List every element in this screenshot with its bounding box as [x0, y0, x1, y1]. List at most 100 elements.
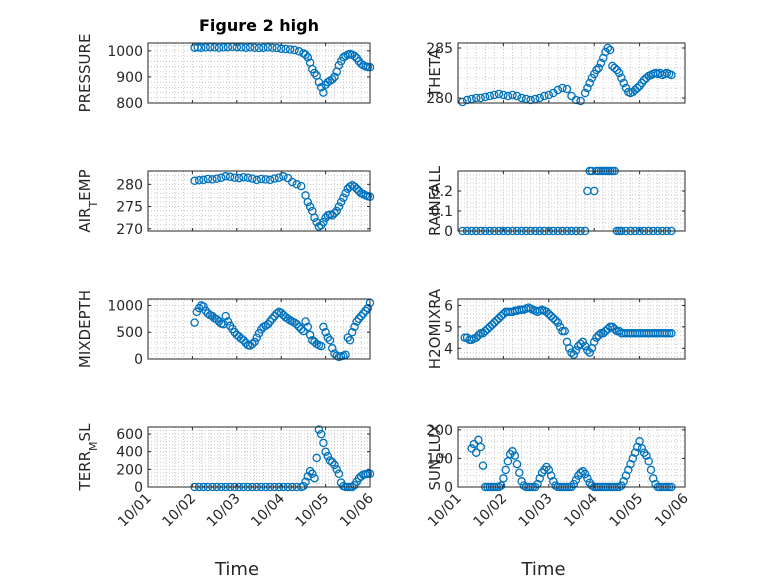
series-markers — [190, 298, 375, 362]
data-point — [234, 173, 244, 183]
data-point — [354, 314, 364, 324]
axis-box — [147, 170, 371, 232]
axis-box — [457, 298, 686, 360]
plot-area — [458, 427, 685, 487]
data-point — [347, 327, 357, 337]
data-point — [494, 314, 504, 323]
data-point — [325, 456, 335, 465]
data-point — [476, 442, 485, 452]
data-point — [535, 474, 544, 483]
data-point — [241, 43, 250, 52]
y-axis-label: MIXDEPTH — [76, 290, 94, 368]
x-tick-label: 10/01 — [115, 491, 155, 531]
y-axis-label: SUNFLUX — [426, 424, 450, 491]
data-point — [223, 42, 233, 52]
data-point — [197, 43, 206, 52]
data-point — [214, 43, 224, 52]
y-tick-label: 600 — [116, 427, 143, 443]
data-point — [555, 322, 565, 332]
y-tick-label: 4 — [444, 341, 453, 357]
axis-box — [147, 298, 371, 360]
data-point — [303, 197, 313, 207]
data-point — [285, 45, 295, 54]
y-tick-label: 270 — [116, 222, 143, 238]
subplot-1: 800 900 1000 PRESSURE Figure 2 high — [76, 16, 375, 112]
data-point — [617, 481, 626, 490]
data-point — [239, 172, 248, 182]
data-point — [576, 96, 585, 106]
data-point — [458, 97, 467, 107]
data-point — [279, 172, 288, 181]
y-tick-label: 1000 — [107, 44, 143, 60]
data-point — [571, 95, 581, 105]
data-point — [494, 89, 504, 99]
y-tick-label: 6 — [444, 298, 453, 314]
data-point — [510, 451, 520, 460]
data-point — [474, 331, 483, 340]
y-axis-label: AIRTEMP — [76, 169, 100, 232]
data-point — [201, 43, 210, 52]
data-point — [328, 458, 337, 467]
data-point — [332, 465, 341, 474]
x-tick-label: 10/04 — [561, 490, 601, 530]
series-markers — [190, 172, 375, 231]
y-tick-label: 0.1 — [431, 204, 453, 220]
data-point — [492, 316, 501, 325]
data-point — [576, 339, 585, 349]
data-point — [540, 91, 549, 101]
data-point — [614, 68, 624, 78]
y-axis-label: TERRMSL — [76, 423, 100, 492]
data-point — [288, 177, 297, 187]
data-point — [583, 346, 592, 355]
data-point — [210, 43, 219, 52]
data-point — [254, 43, 264, 53]
data-point — [596, 329, 606, 338]
data-point — [303, 322, 313, 332]
data-point — [617, 73, 626, 83]
data-point — [599, 329, 608, 338]
y-axis-label: THETA — [426, 48, 444, 98]
data-point — [214, 317, 224, 326]
data-point — [644, 457, 653, 466]
series-markers — [460, 303, 676, 359]
data-point — [603, 43, 613, 53]
data-point — [328, 75, 337, 84]
data-point — [223, 317, 233, 326]
data-point — [592, 333, 601, 342]
data-point — [319, 322, 328, 332]
data-point — [303, 53, 313, 62]
data-point — [571, 475, 581, 485]
data-point — [203, 309, 213, 318]
data-point — [508, 90, 517, 100]
data-point — [628, 454, 638, 463]
data-point — [248, 339, 257, 349]
data-point — [642, 451, 651, 460]
data-point — [199, 302, 208, 311]
data-point — [496, 311, 506, 321]
data-point — [580, 469, 590, 479]
y-tick-label: 280 — [426, 91, 453, 107]
data-point — [290, 45, 299, 55]
data-point — [221, 311, 230, 321]
data-point — [619, 477, 628, 486]
data-point — [350, 51, 359, 61]
data-point — [221, 172, 230, 181]
y-tick-label: 400 — [116, 445, 143, 461]
data-point — [605, 45, 615, 55]
data-point — [648, 474, 658, 483]
data-point — [208, 175, 217, 184]
x-tick-label: 10/04 — [248, 490, 288, 530]
data-point — [296, 181, 306, 191]
data-point — [580, 88, 590, 98]
data-point — [325, 336, 335, 345]
data-point — [316, 429, 326, 439]
data-point — [476, 93, 485, 103]
axis-box — [457, 42, 686, 104]
data-point — [332, 206, 341, 216]
data-point — [276, 308, 286, 318]
data-point — [268, 43, 277, 52]
data-point — [230, 327, 239, 337]
data-point — [480, 326, 490, 336]
